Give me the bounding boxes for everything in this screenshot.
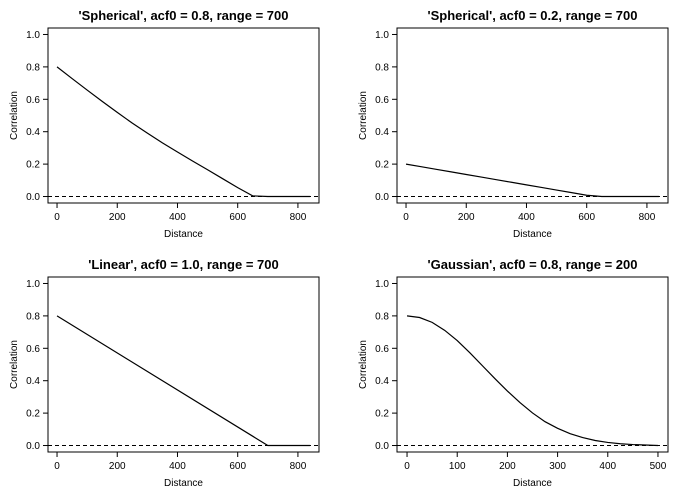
chart-title: 'Spherical', acf0 = 0.2, range = 700 xyxy=(428,8,638,23)
y-tick-label: 1.0 xyxy=(375,279,389,290)
x-tick-label: 800 xyxy=(639,212,656,223)
x-tick-label: 0 xyxy=(403,212,409,223)
correlation-curve xyxy=(406,315,658,447)
x-tick-label: 600 xyxy=(229,212,246,223)
x-tick-label: 200 xyxy=(458,212,475,223)
x-tick-label: 200 xyxy=(499,461,516,472)
x-axis-label: Distance xyxy=(164,478,203,489)
y-tick-label: 0.2 xyxy=(375,409,389,420)
y-tick-label: 0.8 xyxy=(375,62,389,73)
panel-spherical-0.8: 'Spherical', acf0 = 0.8, range = 700 0 200… xyxy=(9,8,320,240)
x-tick-label: 0 xyxy=(54,461,60,472)
y-tick-label: 0.8 xyxy=(26,311,40,322)
panel-gaussian-0.8: 'Gaussian', acf0 = 0.8, range = 200 0 100 2… xyxy=(358,257,669,489)
y-axis-label: Correlation xyxy=(358,340,369,389)
x-axis-label: Distance xyxy=(164,229,203,240)
y-tick-label: 0.0 xyxy=(26,441,40,452)
plot-frame xyxy=(47,27,320,204)
correlation-curve xyxy=(405,163,659,198)
y-tick-label: 0.6 xyxy=(26,344,40,355)
x-tick-label: 500 xyxy=(650,461,667,472)
x-tick-label: 0 xyxy=(54,212,60,223)
y-tick-label: 1.0 xyxy=(26,30,40,41)
x-tick-label: 200 xyxy=(109,461,126,472)
x-tick-label: 200 xyxy=(109,212,126,223)
x-tick-label: 400 xyxy=(599,461,616,472)
y-tick-label: 0.0 xyxy=(26,192,40,203)
plot-frame xyxy=(47,276,320,453)
x-tick-label: 0 xyxy=(404,461,410,472)
y-tick-label: 0.2 xyxy=(26,160,40,171)
panel-linear-1.0: 'Linear', acf0 = 1.0, range = 700 0 200 400… xyxy=(9,257,320,489)
x-axis-label: Distance xyxy=(513,229,552,240)
y-tick-label: 0.0 xyxy=(375,192,389,203)
x-tick-label: 400 xyxy=(518,212,535,223)
y-tick-label: 0.0 xyxy=(375,441,389,452)
y-tick-label: 0.8 xyxy=(375,311,389,322)
y-tick-label: 0.4 xyxy=(375,127,389,138)
correlation-curve xyxy=(56,315,310,447)
x-tick-label: 100 xyxy=(449,461,466,472)
y-tick-label: 0.8 xyxy=(26,62,40,73)
correlation-curve xyxy=(56,66,310,198)
y-tick-label: 0.2 xyxy=(375,160,389,171)
y-axis-label: Correlation xyxy=(358,91,369,140)
y-tick-label: 1.0 xyxy=(26,279,40,290)
x-tick-label: 800 xyxy=(290,212,307,223)
y-axis-label: Correlation xyxy=(9,340,20,389)
x-tick-label: 600 xyxy=(229,461,246,472)
y-tick-label: 0.6 xyxy=(375,344,389,355)
plot-frame xyxy=(396,27,669,204)
panel-spherical-0.2: 'Spherical', acf0 = 0.2, range = 700 0 200… xyxy=(358,8,669,240)
y-tick-label: 0.6 xyxy=(26,95,40,106)
y-axis-label: Correlation xyxy=(9,91,20,140)
x-tick-label: 400 xyxy=(169,461,186,472)
x-tick-label: 600 xyxy=(578,212,595,223)
chart-title: 'Gaussian', acf0 = 0.8, range = 200 xyxy=(428,257,638,272)
plot-frame xyxy=(396,276,669,453)
y-tick-label: 0.4 xyxy=(26,376,40,387)
y-tick-label: 0.6 xyxy=(375,95,389,106)
x-tick-label: 800 xyxy=(290,461,307,472)
x-tick-label: 300 xyxy=(549,461,566,472)
y-tick-label: 0.2 xyxy=(26,409,40,420)
y-tick-label: 1.0 xyxy=(375,30,389,41)
y-tick-label: 0.4 xyxy=(26,127,40,138)
chart-title: 'Spherical', acf0 = 0.8, range = 700 xyxy=(79,8,289,23)
chart-title: 'Linear', acf0 = 1.0, range = 700 xyxy=(88,257,278,272)
y-tick-label: 0.4 xyxy=(375,376,389,387)
x-tick-label: 400 xyxy=(169,212,186,223)
x-axis-label: Distance xyxy=(513,478,552,489)
